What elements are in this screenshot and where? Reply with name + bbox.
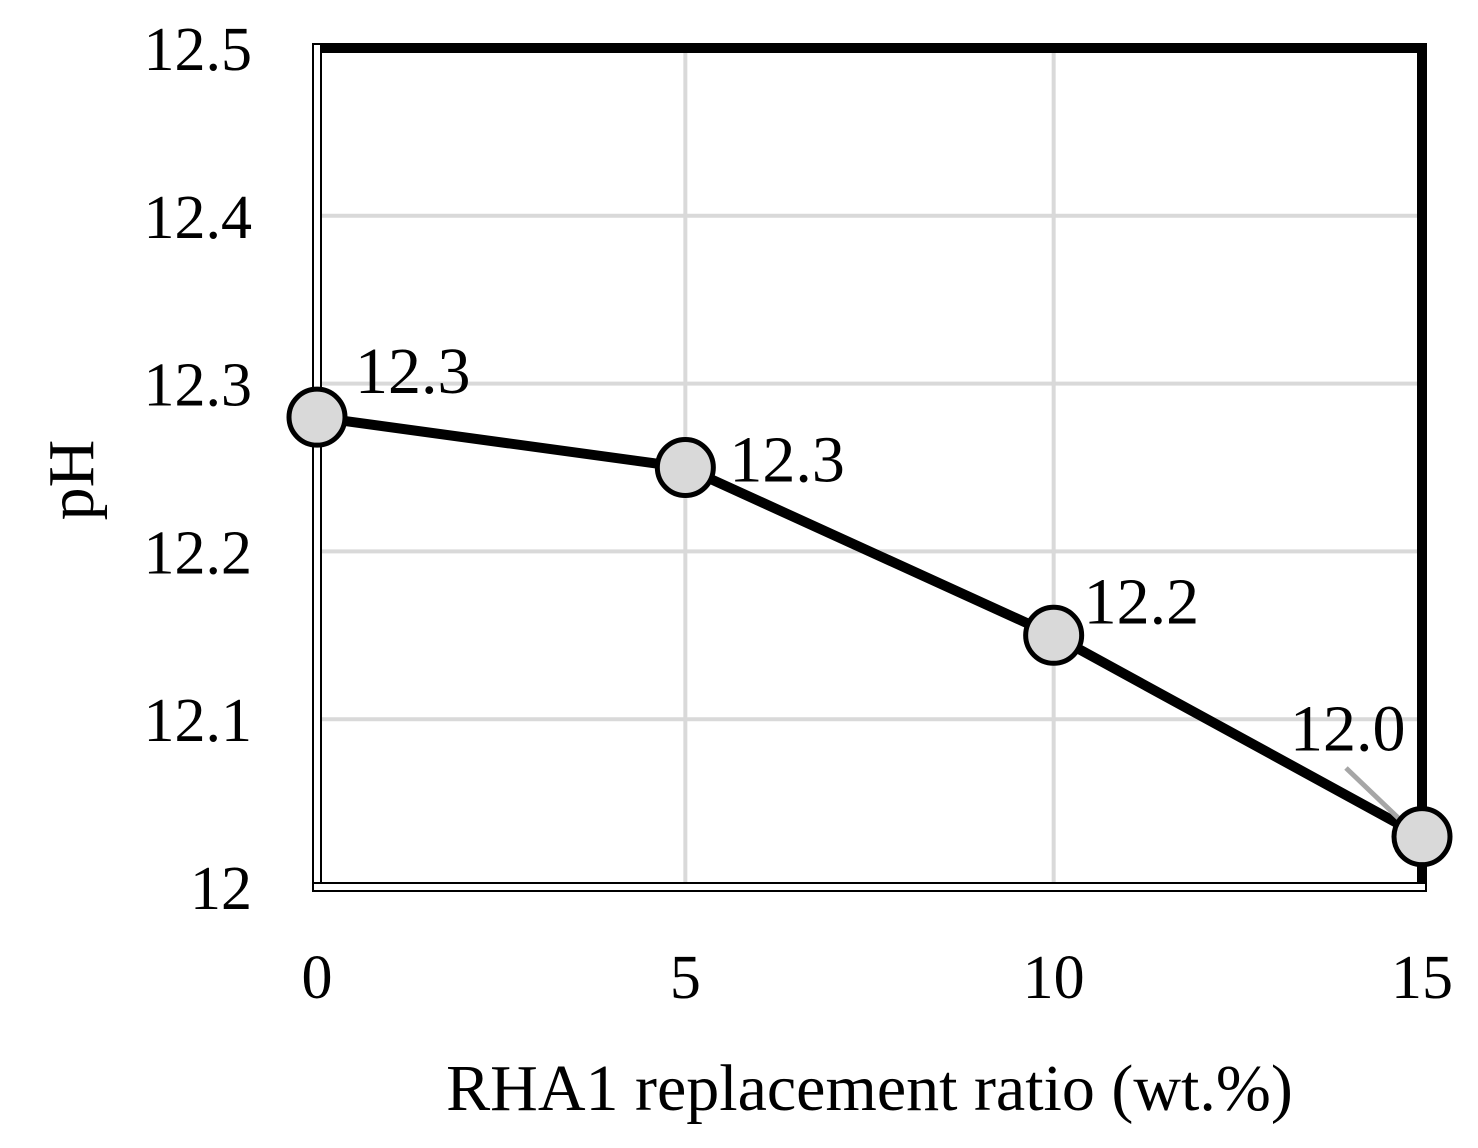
x-tick-label-2: 10 <box>1023 944 1085 1012</box>
y-tick-label-3: 12.3 <box>144 352 253 420</box>
y-tick-label-2: 12.2 <box>144 519 253 587</box>
data-point-1 <box>654 437 716 498</box>
data-point-2 <box>1023 604 1085 666</box>
grid-lines <box>315 46 1424 889</box>
data-label-1: 12.3 <box>729 424 845 497</box>
x-tick-label-0: 0 <box>302 944 333 1012</box>
series-line <box>316 412 1425 842</box>
data-labels: 12.3 12.3 12.2 12.0 <box>355 335 1406 765</box>
x-axis-ticks: 0 5 10 15 <box>302 944 1454 1012</box>
data-label-2: 12.2 <box>1084 565 1200 638</box>
x-tick-label-3: 15 <box>1391 944 1453 1012</box>
data-series <box>316 412 1425 842</box>
y-axis-line <box>312 43 322 892</box>
y-tick-label-5: 12.5 <box>144 16 253 84</box>
data-point-3 <box>1391 806 1453 868</box>
data-point-0 <box>286 386 348 448</box>
x-axis-line <box>312 882 1427 892</box>
y-axis-ticks: 12 12.1 12.2 12.3 12.4 12.5 <box>144 16 253 923</box>
data-label-3: 12.0 <box>1290 693 1406 766</box>
data-markers <box>286 386 1453 868</box>
x-tick-label-1: 5 <box>670 944 701 1012</box>
x-axis-title: RHA1 replacement ratio (wt.%) <box>446 1052 1293 1125</box>
data-label-0: 12.3 <box>355 335 471 408</box>
y-tick-label-4: 12.4 <box>144 184 253 252</box>
y-tick-label-0: 12 <box>190 855 252 923</box>
y-tick-label-1: 12.1 <box>144 687 253 755</box>
plot-frame <box>312 43 1427 892</box>
y-axis-title: pH <box>35 440 108 521</box>
